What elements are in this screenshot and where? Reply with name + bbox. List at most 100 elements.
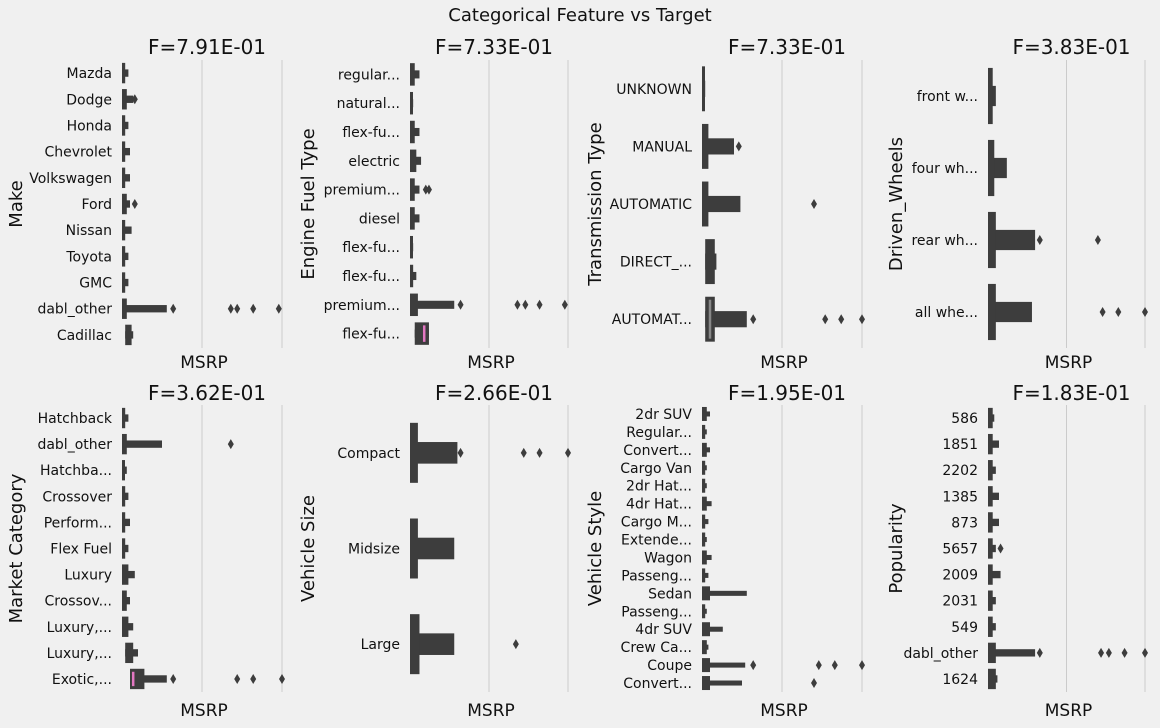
outlier-point	[1142, 647, 1148, 658]
box-body	[122, 246, 126, 267]
box-body	[988, 407, 993, 429]
box-extent	[988, 492, 999, 500]
box-body	[122, 115, 126, 136]
y-axis-label: Transmission Type	[585, 122, 606, 286]
box-body	[702, 460, 706, 475]
box-body	[122, 460, 125, 481]
y-tick-label: Hatchba...	[40, 463, 112, 479]
box-body	[122, 486, 126, 507]
box-extent	[988, 301, 1032, 323]
outlier-point	[520, 447, 527, 458]
outlier-point	[1142, 307, 1148, 317]
outlier-point	[425, 184, 432, 195]
y-tick-label: 4dr SUV	[635, 622, 692, 638]
box-extent	[702, 138, 734, 155]
box-body	[988, 642, 996, 664]
outlier-point	[811, 678, 817, 689]
outlier-point	[815, 660, 822, 671]
outlier-point	[234, 673, 241, 684]
y-tick-label: Convert...	[623, 443, 692, 459]
box-body	[410, 518, 418, 579]
figure-suptitle: Categorical Feature vs Target	[448, 5, 711, 26]
y-tick-label: Dodge	[66, 92, 112, 108]
box-body	[122, 512, 126, 533]
outlier-point	[131, 199, 138, 209]
x-axis-label: MSRP	[760, 353, 808, 373]
box-body	[122, 298, 127, 319]
subplot-8: F=1.83E-01 Popularity MSRP 586 1851 2202 1385 8…	[886, 381, 1148, 721]
x-axis-label: MSRP	[1045, 701, 1093, 721]
y-tick-label: Flex Fuel	[50, 542, 112, 558]
box-extent	[122, 305, 167, 313]
y-tick-label: Toyota	[65, 249, 112, 265]
outlier-point	[234, 303, 241, 314]
y-tick-label: Regular...	[626, 425, 692, 441]
y-tick-label: Cargo Van	[620, 461, 692, 477]
box-extent	[410, 537, 455, 560]
outlier-point	[170, 303, 177, 314]
box-body	[702, 496, 707, 511]
outlier-point	[1105, 647, 1112, 658]
outlier-point	[227, 303, 234, 314]
box-body	[702, 568, 706, 583]
subplot-title: F=1.95E-01	[728, 381, 846, 405]
x-axis-label: MSRP	[1045, 353, 1093, 373]
outlier-point	[279, 673, 285, 684]
box-extent	[410, 633, 455, 655]
y-tick-label: Midsize	[348, 542, 400, 558]
box-extent	[410, 300, 455, 309]
outlier-point	[1094, 235, 1101, 245]
outlier-point	[250, 303, 257, 314]
box-body	[410, 614, 420, 675]
outlier-point	[536, 299, 543, 310]
outlier-point	[522, 299, 529, 310]
y-axis-label: Engine Fuel Type	[298, 128, 319, 279]
subplot-title: F=7.33E-01	[728, 35, 846, 59]
subplot-7: F=1.95E-01 Vehicle Style MSRP 2dr SUV Regula…	[585, 381, 865, 721]
y-tick-label: 1851	[942, 437, 978, 453]
y-tick-label: Hatchback	[38, 411, 113, 427]
box-body	[410, 63, 415, 86]
y-tick-label: 2202	[942, 463, 978, 479]
y-tick-label: Compact	[337, 446, 400, 462]
outlier-point	[131, 94, 138, 105]
y-tick-label: Nissan	[66, 223, 112, 239]
y-tick-label: 5657	[942, 542, 978, 558]
box-body	[122, 219, 126, 241]
box-body	[702, 640, 707, 655]
box-extent	[122, 174, 130, 182]
y-tick-label: Luxury,...	[47, 620, 112, 636]
box-body	[122, 62, 126, 84]
box-body	[702, 66, 705, 112]
y-tick-label: four wh...	[912, 161, 978, 177]
box-body	[702, 550, 707, 565]
subplot-title: F=7.33E-01	[435, 35, 553, 59]
outlier-point	[422, 184, 429, 195]
box-body	[988, 283, 996, 341]
box-extent	[702, 195, 741, 213]
y-tick-label: 1624	[942, 672, 978, 688]
box-body	[702, 514, 706, 529]
outlier-point	[250, 673, 257, 684]
y-tick-label: flex-fu...	[342, 240, 400, 256]
box-body	[410, 207, 415, 230]
y-tick-label: Ford	[81, 197, 112, 213]
box-extent	[122, 518, 130, 527]
subplot-1: F=7.91E-01 Make MSRP Mazda Dodge Honda Chevrol…	[6, 35, 283, 373]
y-tick-label: 1385	[942, 489, 978, 505]
box-extent	[988, 440, 999, 448]
box-extent	[702, 590, 747, 596]
box-extent	[705, 311, 747, 328]
y-tick-label: regular...	[338, 67, 400, 83]
box-body	[410, 149, 417, 173]
box-body	[410, 120, 415, 144]
outlier-point	[170, 673, 177, 684]
box-body	[988, 139, 995, 197]
y-tick-label: dabl_other	[37, 302, 112, 318]
subplot-3: F=7.33E-01 Transmission Type MSRP UNKNOWN MA…	[585, 35, 865, 373]
box-body	[702, 406, 707, 421]
y-tick-label: GMC	[79, 276, 112, 292]
y-tick-label: 2dr Hat...	[626, 479, 692, 495]
box-body	[122, 193, 127, 215]
